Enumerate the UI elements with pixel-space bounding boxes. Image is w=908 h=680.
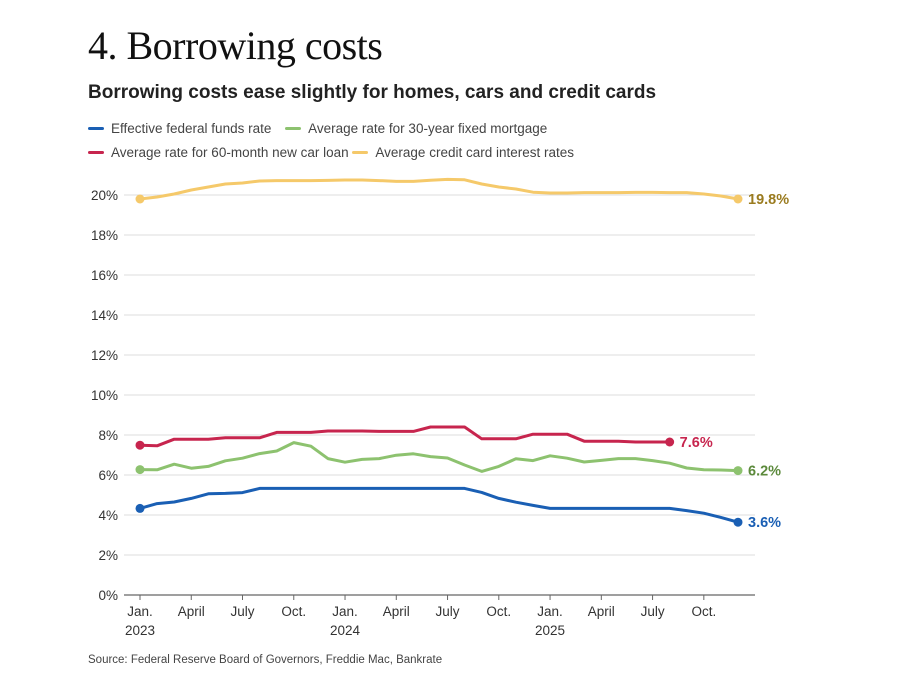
y-tick-label: 2% <box>98 548 118 563</box>
legend-label-mortgage: Average rate for 30-year fixed mortgage <box>308 121 548 136</box>
legend-item-fed-funds: Effective federal funds rate <box>88 117 271 141</box>
legend-swatch-fed-funds <box>88 126 104 130</box>
series-end-dot-car-loan <box>665 437 675 447</box>
series-end-label-fed-funds: 3.6% <box>748 515 781 531</box>
series-end-label-mortgage: 6.2% <box>748 464 781 480</box>
series-line-mortgage <box>138 441 740 473</box>
legend-swatch-car-loan <box>88 150 104 154</box>
series-start-dot-credit-card <box>135 194 145 204</box>
legend-item-car-loan: Average rate for 60-month new car loan <box>88 141 349 165</box>
legend-label-fed-funds: Effective federal funds rate <box>111 121 272 136</box>
series-end-dot-credit-card <box>733 194 743 204</box>
y-tick-label: 10% <box>91 388 118 403</box>
legend-label-credit-card: Average credit card interest rates <box>375 145 575 160</box>
x-tick-label: April <box>178 604 205 619</box>
x-tick-label: Oct. <box>486 604 511 619</box>
series-line-car-loan <box>138 425 672 448</box>
series-line-fed-funds <box>138 486 740 524</box>
x-tick-label: Jan. <box>332 604 358 619</box>
series-line-credit-card <box>138 177 740 201</box>
y-tick-label: 0% <box>98 588 118 603</box>
series-end-label-credit-card: 19.8% <box>748 192 789 208</box>
x-tick-label: July <box>641 604 665 619</box>
y-tick-label: 6% <box>98 468 118 483</box>
chart-title: Borrowing costs ease slightly for homes,… <box>88 82 657 103</box>
y-tick-label: 16% <box>91 268 118 283</box>
legend-swatch-mortgage <box>285 126 302 130</box>
x-tick-label: April <box>383 604 410 619</box>
y-tick-label: 4% <box>98 508 118 523</box>
y-tick-label: 14% <box>91 308 118 323</box>
x-tick-year-label: 2025 <box>535 623 565 638</box>
page-headline: 4. Borrowing costs <box>88 23 383 68</box>
legend-swatch-credit-card <box>352 150 369 154</box>
series-end-dot-fed-funds <box>733 517 743 527</box>
x-tick-label: Oct. <box>691 604 716 619</box>
legend-item-mortgage: Average rate for 30-year fixed mortgage <box>285 117 547 141</box>
x-tick-label: Oct. <box>281 604 306 619</box>
source-note: Source: Federal Reserve Board of Governo… <box>88 654 443 666</box>
series-start-dot-mortgage <box>135 465 145 475</box>
y-tick-label: 20% <box>91 188 118 203</box>
x-tick-label: April <box>588 604 615 619</box>
legend-item-credit-card: Average credit card interest rates <box>352 141 574 165</box>
y-tick-label: 18% <box>91 228 118 243</box>
x-tick-year-label: 2024 <box>330 623 361 638</box>
y-tick-label: 8% <box>98 428 118 443</box>
x-tick-label: July <box>436 604 460 619</box>
x-tick-year-label: 2023 <box>125 623 155 638</box>
series-end-dot-mortgage <box>733 466 743 476</box>
x-tick-label: July <box>231 604 255 619</box>
series-start-dot-fed-funds <box>135 503 145 513</box>
y-tick-label: 12% <box>91 348 118 363</box>
x-tick-label: Jan. <box>127 604 153 619</box>
series-end-label-car-loan: 7.6% <box>680 435 713 451</box>
series-start-dot-car-loan <box>135 440 145 450</box>
x-tick-label: Jan. <box>537 604 563 619</box>
legend-label-car-loan: Average rate for 60-month new car loan <box>111 145 349 160</box>
chart-legend: Effective federal funds rate Average rat… <box>88 117 808 165</box>
